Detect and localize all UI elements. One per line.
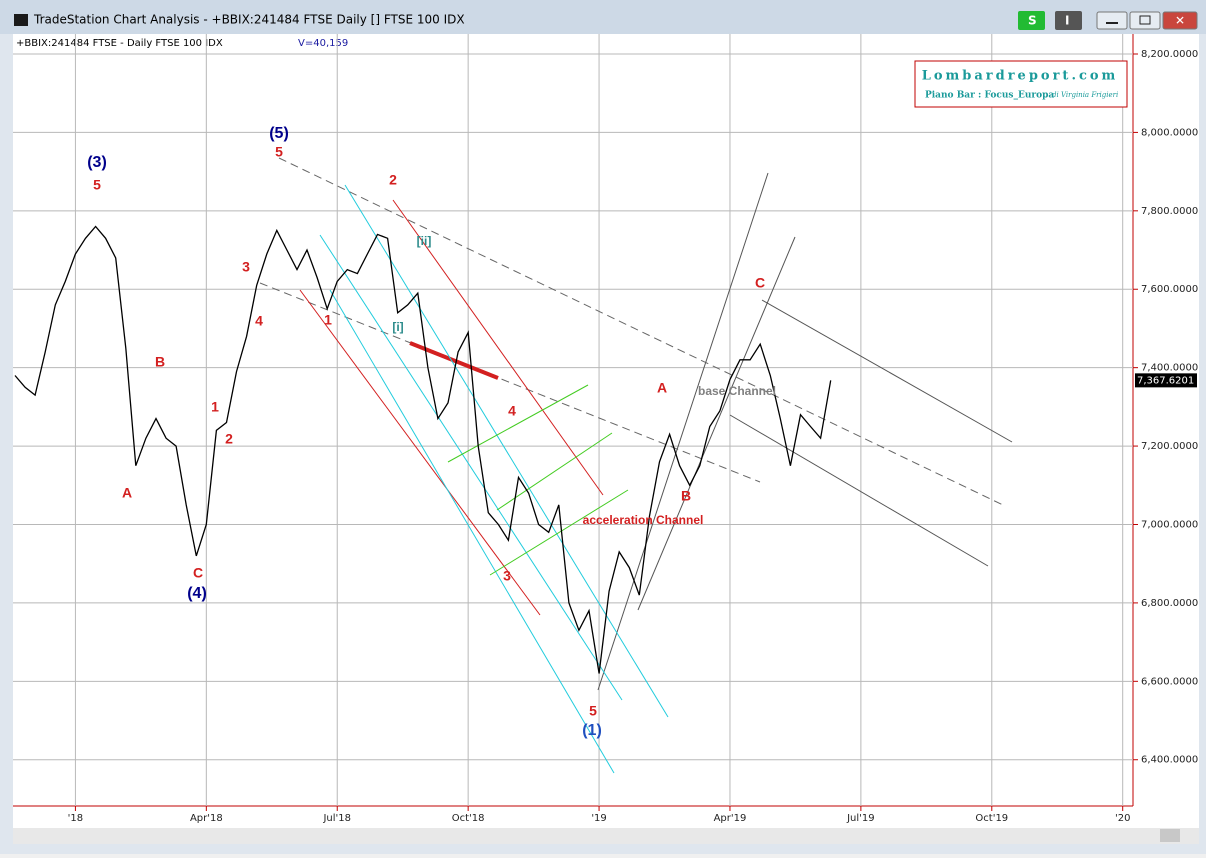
price-line xyxy=(14,225,832,674)
wave-label: C xyxy=(755,275,765,291)
y-tick-label: 7,400.0000 xyxy=(1141,363,1198,374)
y-tick-label: 6,400.0000 xyxy=(1141,755,1198,766)
x-tick-label: '18 xyxy=(68,813,83,824)
wave-label: A xyxy=(657,380,667,396)
wave-label: acceleration Channel xyxy=(583,513,704,527)
close-button[interactable] xyxy=(1162,11,1198,30)
plot-area xyxy=(13,34,1133,806)
y-tick-label: 6,800.0000 xyxy=(1141,598,1198,609)
symbol-header: +BBIX:241484 FTSE - Daily FTSE 100 IDX xyxy=(16,38,223,49)
y-tick-label: 8,200.0000 xyxy=(1141,49,1198,60)
wave-label: (4) xyxy=(187,585,207,602)
y-tick-label: 6,600.0000 xyxy=(1141,676,1198,687)
trend-line xyxy=(496,432,613,511)
trend-line xyxy=(259,282,761,483)
wave-label: B xyxy=(681,488,691,504)
trend-line xyxy=(392,199,604,496)
button-s-label: S xyxy=(1028,14,1037,28)
x-tick-label: Jul'18 xyxy=(322,813,351,824)
wave-label: C xyxy=(193,565,203,581)
trend-line xyxy=(299,289,541,616)
wave-label: A xyxy=(122,485,132,501)
wave-label: B xyxy=(155,354,165,370)
y-tick-label: 8,000.0000 xyxy=(1141,127,1198,138)
x-tick-label: Jul'19 xyxy=(846,813,875,824)
wave-label: (1) xyxy=(582,722,602,739)
wave-label: 3 xyxy=(242,259,250,275)
volume-header: V=40,159 xyxy=(298,38,348,49)
time-axis xyxy=(13,806,1199,828)
trend-line xyxy=(729,414,989,567)
grid xyxy=(13,34,1133,806)
maximize-button[interactable] xyxy=(1129,11,1161,30)
trend-line xyxy=(637,236,796,611)
button-i-label: I xyxy=(1065,14,1069,28)
button-i[interactable] xyxy=(1055,11,1082,30)
wave-label: [ii] xyxy=(417,234,432,248)
trend-line xyxy=(409,341,499,380)
wave-label: 5 xyxy=(275,144,283,160)
wave-label: (3) xyxy=(87,154,107,171)
window-title: TradeStation Chart Analysis - +BBIX:2414… xyxy=(33,13,465,27)
wave-label: base Channel xyxy=(698,384,776,398)
minimize-button[interactable] xyxy=(1096,11,1128,30)
wave-label: (5) xyxy=(269,125,289,142)
trend-line xyxy=(489,489,629,576)
x-tick-label: Oct'19 xyxy=(975,813,1008,824)
scroll-thumb[interactable] xyxy=(1160,829,1180,842)
trend-line xyxy=(597,172,769,691)
x-tick-label: '20 xyxy=(1115,813,1130,824)
app-icon xyxy=(14,14,28,26)
trend-line xyxy=(278,157,1004,506)
button-s[interactable] xyxy=(1018,11,1045,30)
x-tick-label: Apr'19 xyxy=(714,813,747,824)
last-price-label: 7,367.6201 xyxy=(1137,375,1194,386)
logo-author: di Virginia Frigieri xyxy=(1052,91,1118,99)
wave-label: [i] xyxy=(392,320,403,334)
wave-label: 4 xyxy=(255,313,263,329)
y-tick-label: 7,600.0000 xyxy=(1141,284,1198,295)
wave-label: 5 xyxy=(93,177,101,193)
last-price-box xyxy=(1135,373,1197,388)
x-tick-label: Oct'18 xyxy=(452,813,485,824)
wave-label: 1 xyxy=(324,312,332,328)
close-icon: ✕ xyxy=(1175,14,1185,28)
y-tick-label: 7,000.0000 xyxy=(1141,519,1198,530)
x-tick-label: '19 xyxy=(591,813,606,824)
scrollbar[interactable] xyxy=(13,828,1199,844)
logo-site: Lombardreport.com xyxy=(922,69,1119,84)
wave-label: 5 xyxy=(589,703,597,719)
trend-line xyxy=(447,384,589,463)
price-axis xyxy=(1133,34,1199,806)
wave-label: 2 xyxy=(225,431,233,447)
wave-label: 2 xyxy=(389,172,397,188)
title-bar xyxy=(0,0,1206,34)
trend-line xyxy=(319,234,623,701)
logo-box xyxy=(914,60,1128,108)
trend-line xyxy=(329,289,615,774)
wave-label: 4 xyxy=(508,403,516,419)
wave-label: 3 xyxy=(503,568,511,584)
maximize-icon xyxy=(1139,15,1151,25)
logo-subtitle: Piano Bar : Focus_Europa xyxy=(925,91,1054,101)
y-tick-label: 7,800.0000 xyxy=(1141,206,1198,217)
trend-line xyxy=(761,299,1013,443)
wave-label: 1 xyxy=(211,399,219,415)
drawing-tools xyxy=(259,157,1013,774)
y-tick-label: 7,200.0000 xyxy=(1141,441,1198,452)
x-tick-label: Apr'18 xyxy=(190,813,223,824)
trend-line xyxy=(344,184,669,718)
